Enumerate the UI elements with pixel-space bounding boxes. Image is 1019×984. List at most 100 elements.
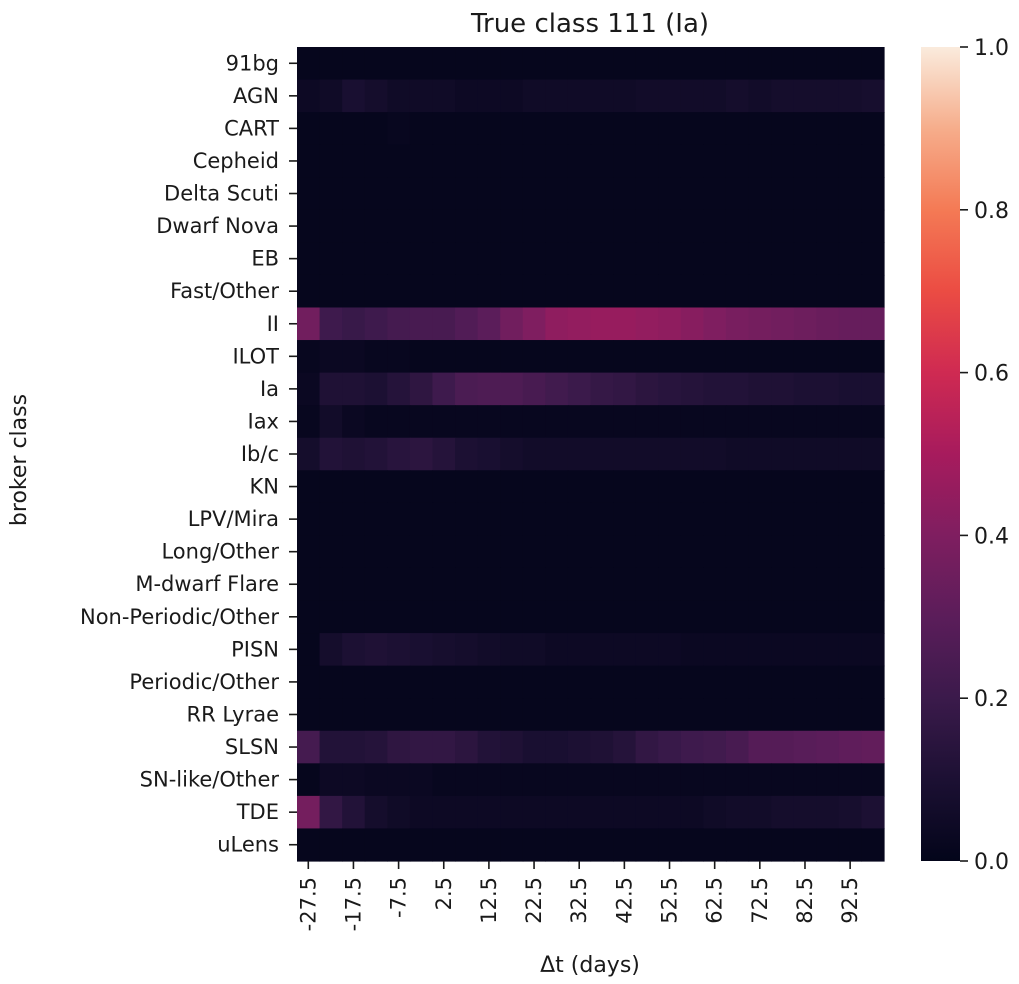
heatmap-cell xyxy=(522,665,546,699)
heatmap-cell xyxy=(319,177,343,211)
heatmap-cell xyxy=(793,47,817,81)
heatmap-cell xyxy=(387,177,411,211)
heatmap-cell xyxy=(861,405,885,439)
heatmap-cell xyxy=(861,763,885,797)
heatmap-cell xyxy=(861,633,885,667)
heatmap-cell xyxy=(432,502,456,536)
y-tick-label: Cepheid xyxy=(193,149,279,173)
heatmap-cell xyxy=(680,405,704,439)
heatmap-cell xyxy=(319,209,343,243)
heatmap-cell xyxy=(387,633,411,667)
heatmap-cell xyxy=(432,372,456,406)
heatmap-cell xyxy=(771,502,795,536)
heatmap-cell xyxy=(613,567,637,602)
heatmap-cell xyxy=(771,795,795,830)
heatmap-cell xyxy=(409,567,434,602)
heatmap-cell xyxy=(342,209,366,243)
heatmap-cell xyxy=(567,470,592,504)
heatmap-cell xyxy=(455,242,479,276)
heatmap-cell xyxy=(409,274,434,309)
y-tick-label: LPV/Mira xyxy=(188,507,279,531)
heatmap-cell xyxy=(545,633,569,667)
y-tick-label: Periodic/Other xyxy=(129,670,279,694)
heatmap-cell xyxy=(816,372,840,406)
heatmap-cell xyxy=(838,340,863,374)
heatmap-cell xyxy=(725,242,750,276)
x-tick-label: 92.5 xyxy=(838,877,862,924)
heatmap-cell xyxy=(364,535,388,569)
heatmap-cell xyxy=(838,633,863,667)
heatmap-cell xyxy=(703,112,727,146)
heatmap-cell xyxy=(567,567,592,602)
heatmap-cell xyxy=(613,730,637,764)
heatmap-cell xyxy=(409,79,434,113)
heatmap-cell xyxy=(364,665,388,699)
heatmap-cell xyxy=(522,633,546,667)
heatmap-cell xyxy=(635,112,659,146)
heatmap-cell xyxy=(658,79,682,113)
heatmap-cell xyxy=(838,567,863,602)
heatmap-cell xyxy=(545,274,569,309)
heatmap-cell xyxy=(319,307,343,341)
heatmap-cell xyxy=(297,405,321,439)
heatmap-cell xyxy=(838,372,863,406)
heatmap-cell xyxy=(703,502,727,536)
heatmap-cell xyxy=(387,79,411,113)
heatmap-cell xyxy=(545,372,569,406)
heatmap-cell xyxy=(816,340,840,374)
heatmap-cell xyxy=(297,698,321,732)
heatmap-cell xyxy=(725,112,750,146)
heatmap-cell xyxy=(455,372,479,406)
heatmap-cell xyxy=(680,372,704,406)
heatmap-cell xyxy=(342,828,366,862)
heatmap-cell xyxy=(297,795,321,830)
heatmap-cell xyxy=(477,209,501,243)
heatmap-cell xyxy=(567,795,592,830)
heatmap-cell xyxy=(680,795,704,830)
heatmap-cell xyxy=(409,535,434,569)
heatmap-cell xyxy=(861,79,885,113)
heatmap-cell xyxy=(613,535,637,569)
heatmap-cell xyxy=(567,437,592,471)
heatmap-cell xyxy=(680,340,704,374)
heatmap-cell xyxy=(364,144,388,178)
heatmap-cell xyxy=(703,405,727,439)
heatmap-cell xyxy=(590,274,614,309)
heatmap-cell xyxy=(725,470,750,504)
heatmap-cell xyxy=(364,698,388,732)
heatmap-cell xyxy=(567,177,592,211)
heatmap-cells xyxy=(297,47,885,862)
heatmap-cell xyxy=(725,405,750,439)
y-tick-label: Fast/Other xyxy=(170,279,279,303)
heatmap-cell xyxy=(522,307,546,341)
heatmap-cell xyxy=(297,372,321,406)
heatmap-cell xyxy=(635,144,659,178)
heatmap-cell xyxy=(838,307,863,341)
heatmap-cell xyxy=(748,47,772,81)
heatmap-cell xyxy=(342,437,366,471)
heatmap-cell xyxy=(838,242,863,276)
heatmap-cell xyxy=(748,795,772,830)
heatmap-cell xyxy=(342,795,366,830)
heatmap-cell xyxy=(342,535,366,569)
heatmap-cell xyxy=(342,144,366,178)
heatmap-cell xyxy=(793,112,817,146)
heatmap-cell xyxy=(500,763,524,797)
heatmap-cell xyxy=(748,372,772,406)
heatmap-cell xyxy=(364,828,388,862)
heatmap-cell xyxy=(477,274,501,309)
heatmap-cell xyxy=(342,502,366,536)
heatmap-cell xyxy=(522,730,546,764)
heatmap-cell xyxy=(590,730,614,764)
y-tick-label: RR Lyrae xyxy=(187,702,279,726)
heatmap-cell xyxy=(613,177,637,211)
heatmap-cell xyxy=(319,502,343,536)
heatmap-cell xyxy=(680,437,704,471)
x-axis: -27.5 -17.5 -7.5 2.5 12.5 22.5 32.5 42.5 52.5 62.… xyxy=(296,861,862,931)
heatmap-cell xyxy=(861,307,885,341)
heatmap-cell xyxy=(432,633,456,667)
heatmap-cell xyxy=(387,144,411,178)
heatmap-cell xyxy=(793,698,817,732)
heatmap-cell xyxy=(545,535,569,569)
heatmap-cell xyxy=(816,795,840,830)
